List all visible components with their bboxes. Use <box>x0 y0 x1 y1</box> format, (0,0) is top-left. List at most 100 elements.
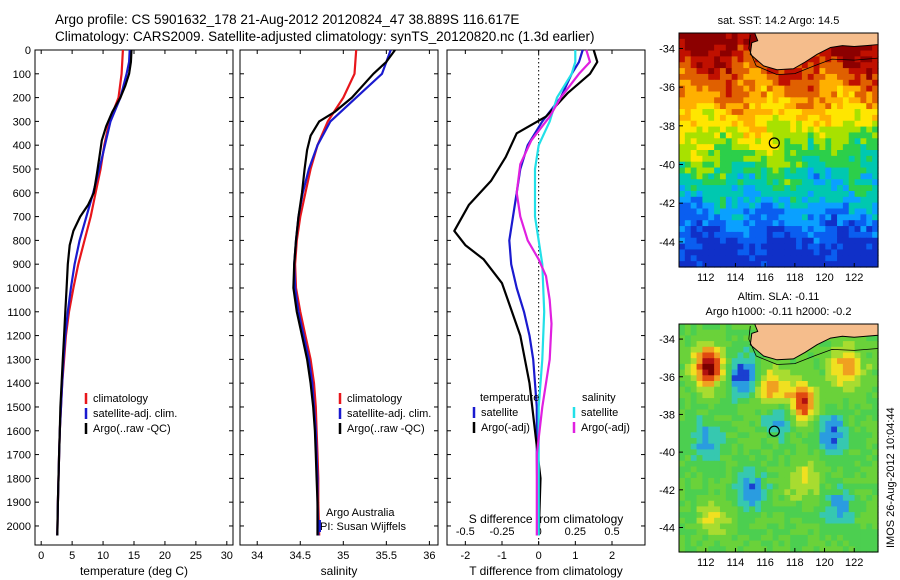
y-tick-label: 1200 <box>7 331 31 343</box>
map-y-tick-label: -42 <box>659 198 675 210</box>
x-tick-label: 10 <box>97 550 109 562</box>
y-tick-label: 600 <box>13 188 31 200</box>
y-tick-label: 0 <box>25 45 31 57</box>
y-tick-label: 1300 <box>7 354 31 366</box>
x-tick-label: 20 <box>159 550 171 562</box>
x-axis-label: temperature (deg C) <box>80 564 188 578</box>
map-x-tick-label: 118 <box>786 557 804 569</box>
y-tick-label: 300 <box>13 116 31 128</box>
legend-entry: climatology <box>347 393 403 405</box>
series-line-salinity-satellite-adj-clim- <box>293 49 392 536</box>
map-x-tick-label: 120 <box>815 272 833 284</box>
series-line-difference-salinity-argo-adj- <box>515 49 592 536</box>
sst-map-frame <box>678 32 879 268</box>
map-x-tick-label: 112 <box>697 272 715 284</box>
y-tick-label: 400 <box>13 140 31 152</box>
legend-entry: satellite-adj. clim. <box>93 408 177 420</box>
map-y-tick-label: -40 <box>659 447 675 459</box>
series-line-salinity-argo-raw-qc- <box>292 49 396 536</box>
sla-map-frame <box>678 323 879 553</box>
annotation-line-2: PI: Susan Wijffels <box>320 521 406 533</box>
side-label: IMOS 26-Aug-2012 10:04:44 <box>885 407 897 548</box>
y-tick-label: 1100 <box>7 307 31 319</box>
map-y-tick-label: -36 <box>659 372 675 384</box>
legend-entry: satellite <box>481 407 518 419</box>
map-y-tick-label: -38 <box>659 409 675 421</box>
title-line-2: Climatology: CARS2009. Satellite-adjuste… <box>55 29 595 44</box>
legend-entry: Argo(..raw -QC) <box>347 423 425 435</box>
map-y-tick-label: -36 <box>659 82 675 94</box>
y-tick-label: 500 <box>13 164 31 176</box>
x-tick-label: -1 <box>497 550 507 562</box>
legend-entry: Argo(..raw -QC) <box>93 423 171 435</box>
map-x-tick-label: 120 <box>815 557 833 569</box>
x-axis-label: salinity <box>321 564 358 578</box>
sst-heatmap-cells <box>679 33 879 268</box>
series-line-temperature-satellite-adj-clim- <box>56 49 131 536</box>
x-tick-label: 5 <box>69 550 75 562</box>
argo-position-marker <box>768 137 780 149</box>
x-tick-label: 0 <box>38 550 44 562</box>
top-tick-label: 0.5 <box>604 526 619 538</box>
x-tick-label: 35 <box>337 550 349 562</box>
map-y-tick-label: -40 <box>659 160 675 172</box>
y-tick-label: 1400 <box>7 378 31 390</box>
argo-position-marker <box>768 425 780 437</box>
sla-map-title-2: Argo h1000: -0.11 h2000: -0.2 <box>706 306 852 318</box>
x-tick-label: 34.5 <box>290 550 311 562</box>
series-line-difference-salinity-satellite <box>533 50 577 536</box>
y-tick-label: 700 <box>13 212 31 224</box>
x-tick-label: 25 <box>190 550 202 562</box>
top-tick-label: -0.5 <box>456 526 475 538</box>
legend-entry: climatology <box>93 393 149 405</box>
map-x-tick-label: 114 <box>727 557 745 569</box>
legend-title-temperature: temperature <box>480 392 539 404</box>
map-x-tick-label: 112 <box>697 557 715 569</box>
map-y-tick-label: -34 <box>659 43 675 55</box>
sla-heatmap-cells <box>679 324 879 553</box>
y-tick-label: 100 <box>13 69 31 81</box>
legend-entry: satellite-adj. clim. <box>347 408 431 420</box>
panel-frame-salinity <box>239 49 439 546</box>
x-tick-label: -2 <box>460 550 470 562</box>
legend-entry: Argo(-adj) <box>581 422 630 434</box>
y-tick-label: 1700 <box>7 450 31 462</box>
x-tick-label: 1 <box>572 550 578 562</box>
series-line-difference-temperature-argo-adj- <box>453 49 599 536</box>
series-line-temperature-argo-raw-qc- <box>56 49 133 536</box>
x-tick-label: 2 <box>609 550 615 562</box>
x-tick-label: 30 <box>221 550 233 562</box>
map-y-tick-label: -44 <box>659 523 675 535</box>
sla-map-title-1: Altim. SLA: -0.11 <box>738 291 820 303</box>
y-tick-label: 1800 <box>7 473 31 485</box>
legend-entry: Argo(-adj) <box>481 422 530 434</box>
y-tick-label: 900 <box>13 259 31 271</box>
sst-depth-contour <box>748 34 879 76</box>
map-x-tick-label: 116 <box>756 557 774 569</box>
sla-depth-contour <box>748 325 879 365</box>
sst-map-title: sat. SST: 14.2 Argo: 14.5 <box>718 15 840 27</box>
x-tick-label: 35.5 <box>376 550 397 562</box>
panel-frame-temperature <box>34 49 234 546</box>
map-x-tick-label: 118 <box>786 272 804 284</box>
x-tick-label: 36 <box>423 550 435 562</box>
map-x-tick-label: 122 <box>845 557 863 569</box>
map-y-tick-label: -34 <box>659 334 675 346</box>
map-x-tick-label: 116 <box>756 272 774 284</box>
x-tick-label: 34 <box>251 550 263 562</box>
y-tick-label: 200 <box>13 93 31 105</box>
y-tick-label: 1600 <box>7 426 31 438</box>
x-tick-label: 0 <box>536 550 542 562</box>
title-line-1: Argo profile: CS 5901632_178 21-Aug-2012… <box>55 12 520 27</box>
top-tick-label: -0.25 <box>489 526 514 538</box>
legend-entry: satellite <box>581 407 618 419</box>
y-tick-label: 800 <box>13 235 31 247</box>
map-y-tick-label: -38 <box>659 121 675 133</box>
y-tick-label: 1500 <box>7 402 31 414</box>
y-tick-label: 1900 <box>7 497 31 509</box>
top-axis-label: S difference from climatology <box>469 512 624 526</box>
series-line-salinity-climatology <box>294 49 358 536</box>
x-axis-label: T difference from climatology <box>469 564 623 578</box>
sst-land <box>749 32 879 71</box>
